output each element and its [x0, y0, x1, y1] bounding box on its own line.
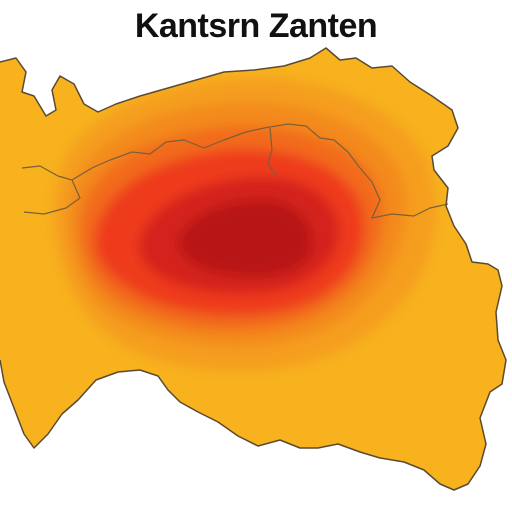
map-title: Kantsrn Zanten: [134, 7, 378, 45]
border-spur: [267, 127, 277, 177]
heat-band-peak: [178, 200, 313, 277]
border-west: [21, 165, 81, 215]
internal-borders: [21, 123, 449, 219]
heat-gradient: [53, 77, 437, 372]
border-north: [71, 123, 349, 181]
region-outline: [0, 47, 507, 491]
border-east: [347, 151, 449, 219]
